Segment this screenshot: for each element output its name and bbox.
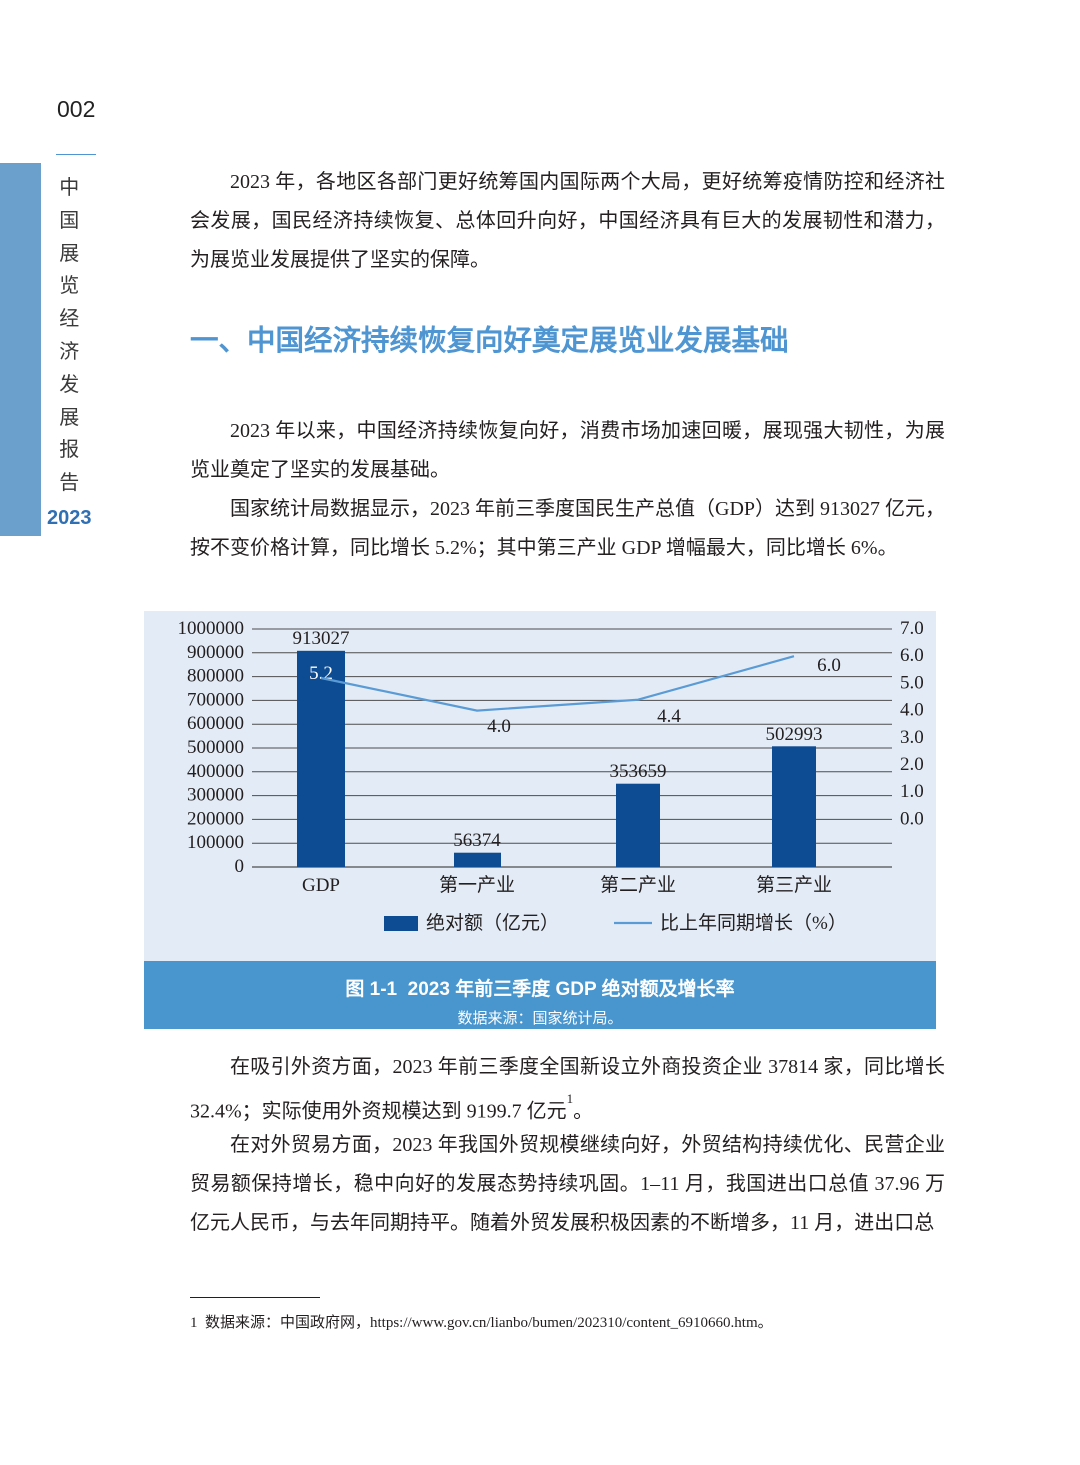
svg-text:900000: 900000 <box>187 642 244 663</box>
svg-text:第三产业: 第三产业 <box>756 874 832 896</box>
svg-text:300000: 300000 <box>187 785 244 806</box>
svg-text:56374: 56374 <box>453 830 501 851</box>
svg-text:5.0: 5.0 <box>900 672 924 693</box>
svg-text:4.0: 4.0 <box>487 716 511 737</box>
svg-text:353659: 353659 <box>610 761 667 782</box>
svg-text:第一产业: 第一产业 <box>439 874 515 896</box>
svg-text:400000: 400000 <box>187 761 244 782</box>
svg-text:3.0: 3.0 <box>900 727 924 748</box>
svg-text:500000: 500000 <box>187 737 244 758</box>
svg-text:4.4: 4.4 <box>657 706 681 727</box>
svg-text:1000000: 1000000 <box>178 618 245 639</box>
svg-text:913027: 913027 <box>293 628 350 649</box>
svg-text:7.0: 7.0 <box>900 618 924 639</box>
svg-text:6.0: 6.0 <box>900 645 924 666</box>
svg-text:0: 0 <box>235 856 245 877</box>
svg-text:4.0: 4.0 <box>900 700 924 721</box>
svg-text:绝对额（亿元）: 绝对额（亿元） <box>426 912 559 934</box>
svg-text:700000: 700000 <box>187 689 244 710</box>
svg-text:0.0: 0.0 <box>900 808 924 829</box>
svg-text:200000: 200000 <box>187 808 244 829</box>
svg-text:2.0: 2.0 <box>900 754 924 775</box>
svg-text:600000: 600000 <box>187 713 244 734</box>
svg-text:比上年同期增长（%）: 比上年同期增长（%） <box>660 912 847 934</box>
svg-text:1.0: 1.0 <box>900 781 924 802</box>
svg-text:第二产业: 第二产业 <box>600 874 676 896</box>
svg-text:100000: 100000 <box>187 832 244 853</box>
svg-text:800000: 800000 <box>187 666 244 687</box>
svg-text:GDP: GDP <box>302 875 340 896</box>
svg-text:502993: 502993 <box>766 724 823 745</box>
svg-text:6.0: 6.0 <box>817 655 841 676</box>
